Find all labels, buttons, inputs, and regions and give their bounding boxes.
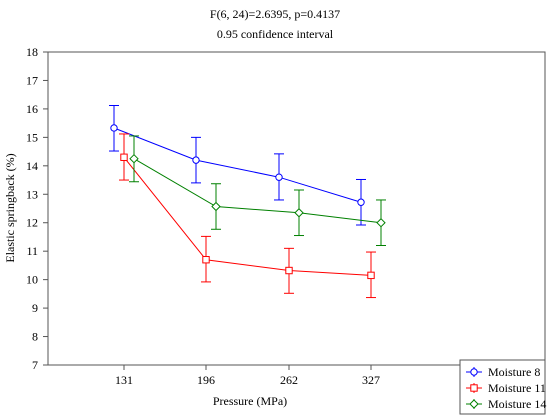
y-tick-label-18: 18 (26, 45, 38, 59)
data-point (110, 124, 118, 132)
x-axis-label: Pressure (MPa) (213, 394, 287, 408)
legend-swatch-diamond (469, 399, 479, 409)
data-point (275, 173, 283, 181)
legend-item: Moisture 14 (466, 397, 546, 411)
series-line (133, 158, 382, 224)
chart-subtitle: 0.95 confidence interval (217, 27, 334, 41)
y-tick-label-10: 10 (26, 273, 38, 287)
y-axis: 7 8 9 10 11 12 13 14 15 16 17 18 (26, 45, 48, 372)
data-point (367, 271, 375, 280)
legend-label: Moisture 14 (488, 397, 546, 411)
data-point (376, 218, 386, 228)
series-line (113, 127, 362, 203)
legend: Moisture 8 Moisture 11 Moisture 14 (459, 359, 546, 415)
data-point (211, 201, 221, 212)
series-layer (109, 104, 386, 299)
y-tick-label-7: 7 (32, 358, 38, 372)
series-line (123, 156, 372, 276)
y-tick-label-9: 9 (32, 301, 38, 315)
x-axis: 131 196 262 327 (115, 365, 380, 387)
data-point (120, 153, 128, 161)
data-point (192, 156, 200, 164)
y-tick-label-11: 11 (26, 244, 38, 258)
legend-item: Moisture 8 (466, 365, 540, 379)
y-tick-label-12: 12 (26, 216, 38, 230)
plot-area-frame (47, 51, 546, 366)
y-tick-label-13: 13 (26, 187, 38, 201)
legend-swatch-circle (470, 368, 478, 376)
x-tick-label-262: 262 (280, 373, 298, 387)
data-point (294, 208, 304, 218)
data-point (202, 256, 210, 264)
x-tick-label-327: 327 (362, 373, 380, 387)
legend-swatch-square (470, 384, 478, 392)
y-tick-label-14: 14 (26, 159, 38, 173)
legend-items: Moisture 8 Moisture 11 Moisture 14 (466, 365, 546, 411)
series-moisture-14 (129, 135, 386, 246)
y-axis-label: Elastic springback (%) (3, 153, 17, 262)
legend-label: Moisture 8 (488, 365, 540, 379)
chart-title: F(6, 24)=2.6395, p=0.4137 (210, 7, 340, 21)
x-tick-label-196: 196 (197, 373, 215, 387)
series-moisture-11 (119, 133, 376, 299)
data-point (129, 153, 139, 164)
x-tick-label-131: 131 (115, 373, 133, 387)
y-tick-label-15: 15 (26, 130, 38, 144)
legend-label: Moisture 11 (488, 381, 546, 395)
y-tick-label-17: 17 (26, 73, 38, 87)
data-point (285, 266, 293, 275)
data-point (357, 198, 365, 206)
y-tick-label-8: 8 (32, 330, 38, 344)
series-moisture-8 (109, 104, 366, 226)
y-tick-label-16: 16 (26, 102, 38, 116)
legend-item: Moisture 11 (466, 381, 546, 395)
